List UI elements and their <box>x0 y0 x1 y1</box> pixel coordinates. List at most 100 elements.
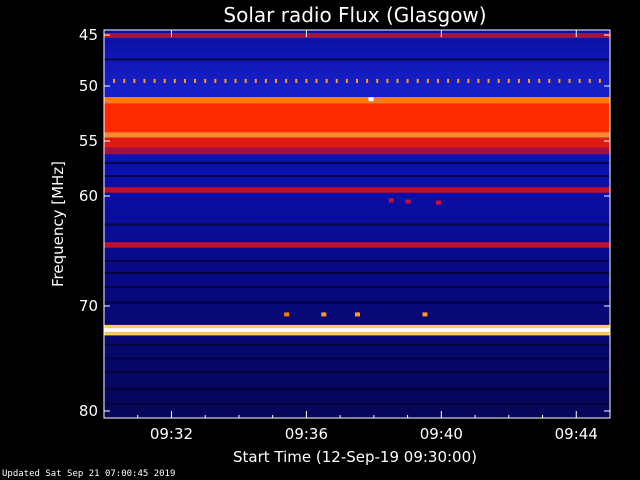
spike-38 <box>497 78 500 83</box>
spike-34 <box>457 78 460 83</box>
band-0 <box>104 32 610 39</box>
band-4 <box>104 137 610 148</box>
y-tick-label-45: 45 <box>79 26 98 44</box>
dark-line-12 <box>104 402 610 405</box>
spike-11 <box>224 78 227 83</box>
burst-markers <box>284 97 441 317</box>
spike-0 <box>113 78 116 83</box>
spike-26 <box>376 78 379 83</box>
dark-line-0 <box>104 58 610 61</box>
spike-33 <box>447 78 450 83</box>
burst-1 <box>321 312 327 317</box>
y-tick-label-55: 55 <box>79 132 98 150</box>
spike-47 <box>588 78 591 83</box>
spike-36 <box>477 78 480 83</box>
spike-48 <box>598 78 601 83</box>
burst-4 <box>368 97 374 102</box>
burst-5 <box>388 198 394 203</box>
burst-2 <box>355 312 360 317</box>
band-7 <box>104 242 610 248</box>
x-axis-label: Start Time (12-Sep-19 09:30:00) <box>233 448 477 466</box>
dark-line-11 <box>104 387 610 390</box>
spike-5 <box>163 78 166 83</box>
dark-line-7 <box>104 301 610 304</box>
spike-7 <box>183 78 186 83</box>
spike-2 <box>133 78 136 83</box>
spike-37 <box>487 78 490 83</box>
x-tick-label-09:36: 09:36 <box>285 425 328 443</box>
dark-line-8 <box>104 343 610 346</box>
spike-12 <box>234 78 237 83</box>
spike-43 <box>548 78 551 83</box>
burst-0 <box>284 312 290 317</box>
dark-line-3 <box>104 223 610 226</box>
spike-44 <box>558 78 561 83</box>
band-1 <box>104 97 610 104</box>
spike-28 <box>396 78 399 83</box>
spike-32 <box>436 78 439 83</box>
spike-15 <box>264 78 267 83</box>
x-tick-label-09:44: 09:44 <box>555 425 598 443</box>
spike-20 <box>315 78 318 83</box>
spike-46 <box>578 78 581 83</box>
band-2 <box>104 103 610 133</box>
spike-21 <box>325 78 328 83</box>
spike-25 <box>366 78 369 83</box>
periodic-spike-row <box>113 78 601 83</box>
spike-39 <box>507 78 510 83</box>
spike-22 <box>335 78 338 83</box>
spike-9 <box>204 78 207 83</box>
spike-45 <box>568 78 571 83</box>
dark-line-2 <box>104 175 610 178</box>
spike-27 <box>386 78 389 83</box>
spike-1 <box>123 78 126 83</box>
burst-7 <box>435 200 441 205</box>
spike-41 <box>528 78 531 83</box>
band-8 <box>104 324 610 329</box>
y-tick-label-80: 80 <box>79 402 98 420</box>
spike-13 <box>244 78 247 83</box>
spike-8 <box>194 78 197 83</box>
band-9 <box>104 328 610 333</box>
y-axis-label: Frequency [MHz] <box>49 161 67 287</box>
spike-3 <box>143 78 146 83</box>
y-tick-label-70: 70 <box>79 297 98 315</box>
spike-30 <box>416 78 419 83</box>
spike-35 <box>467 78 470 83</box>
spike-17 <box>285 78 288 83</box>
spectrogram-bands <box>104 32 610 336</box>
spike-18 <box>295 78 298 83</box>
band-3 <box>104 132 610 138</box>
spike-24 <box>356 78 358 83</box>
burst-6 <box>405 199 411 204</box>
x-tick-label-09:32: 09:32 <box>150 425 193 443</box>
spike-23 <box>345 78 348 83</box>
x-tick-label-09:40: 09:40 <box>420 425 463 443</box>
spike-31 <box>426 78 429 83</box>
chart-title: Solar radio Flux (Glasgow) <box>223 3 486 27</box>
spike-19 <box>305 78 308 83</box>
spike-29 <box>406 78 409 83</box>
y-tick-label-60: 60 <box>79 187 98 205</box>
dark-line-6 <box>104 286 610 289</box>
spike-40 <box>517 78 520 83</box>
band-5 <box>104 147 610 155</box>
band-6 <box>104 187 610 193</box>
band-10 <box>104 332 610 336</box>
spike-4 <box>153 78 156 83</box>
dark-line-9 <box>104 357 610 360</box>
spike-10 <box>214 78 217 83</box>
plot-frame <box>103 29 611 419</box>
dark-line-10 <box>104 371 610 374</box>
x-axis-ticks: 09:32 09:36 09:40 09:44 <box>103 30 611 443</box>
spike-42 <box>538 78 541 83</box>
spectrogram-dark-lines <box>104 58 610 405</box>
dark-line-4 <box>104 259 610 262</box>
updated-timestamp: Updated Sat Sep 21 07:00:45 2019 <box>2 469 176 479</box>
y-axis-ticks: 45 50 55 60 70 80 <box>79 26 610 420</box>
y-tick-label-50: 50 <box>79 77 98 95</box>
spike-6 <box>173 78 176 83</box>
spike-14 <box>254 78 257 83</box>
dark-line-1 <box>104 161 610 164</box>
